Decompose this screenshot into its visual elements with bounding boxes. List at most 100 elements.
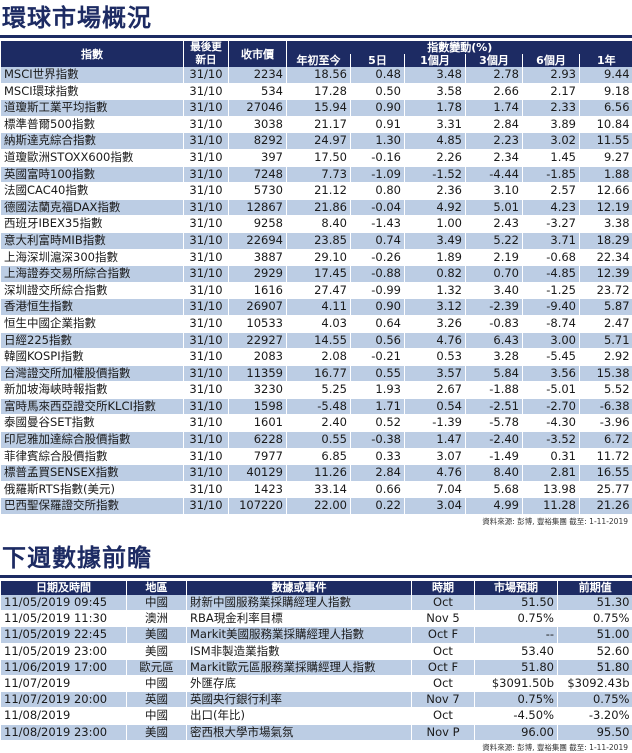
change-m1: 0.53 <box>405 349 466 366</box>
index-name: 上海深圳滬深300指數 <box>1 249 184 266</box>
change-y1: 3.38 <box>580 216 632 233</box>
event-previous: 51.80 <box>558 659 632 675</box>
event-period: Oct <box>412 708 475 724</box>
update-date: 31/10 <box>184 315 229 332</box>
change-m1: 3.48 <box>405 67 466 83</box>
change-m3: 2.23 <box>466 133 523 150</box>
change-m6: -4.30 <box>523 415 580 432</box>
change-m6: 2.17 <box>523 83 580 100</box>
close-price: 3887 <box>229 249 287 266</box>
close-price: 7977 <box>229 448 287 465</box>
close-price: 5730 <box>229 183 287 200</box>
update-date: 31/10 <box>184 166 229 183</box>
change-d5: -0.38 <box>351 432 405 449</box>
change-y1: 18.29 <box>580 232 632 249</box>
event-datetime: 11/05/2019 09:45 <box>1 595 127 611</box>
close-price: 2929 <box>229 266 287 283</box>
index-name: 俄羅斯RTS指數(美元) <box>1 481 184 498</box>
event-datetime: 11/05/2019 22:45 <box>1 627 127 643</box>
index-name: 上海證券交易所綜合指數 <box>1 266 184 283</box>
change-m3: 5.22 <box>466 232 523 249</box>
change-y1: 11.72 <box>580 448 632 465</box>
change-ytd: 14.55 <box>287 332 351 349</box>
change-d5: 0.91 <box>351 116 405 133</box>
event-period: Nov 7 <box>412 692 475 708</box>
close-price: 27046 <box>229 100 287 117</box>
change-m6: -9.40 <box>523 299 580 316</box>
change-y1: 12.19 <box>580 199 632 216</box>
event-region: 美國 <box>127 627 187 643</box>
change-m3: 5.01 <box>466 199 523 216</box>
close-price: 7248 <box>229 166 287 183</box>
change-m1: 2.67 <box>405 382 466 399</box>
event-name: 外匯存底 <box>187 676 412 692</box>
index-name: 西班牙IBEX35指數 <box>1 216 184 233</box>
close-price: 9258 <box>229 216 287 233</box>
close-price: 1423 <box>229 481 287 498</box>
change-m3: 2.34 <box>466 149 523 166</box>
change-d5: 0.52 <box>351 415 405 432</box>
event-datetime: 11/08/2019 23:00 <box>1 724 127 740</box>
change-d5: -1.09 <box>351 166 405 183</box>
change-m1: 4.76 <box>405 332 466 349</box>
event-region: 歐元區 <box>127 659 187 675</box>
update-date: 31/10 <box>184 332 229 349</box>
event-name: 出口(年比) <box>187 708 412 724</box>
header-previous: 前期值 <box>558 581 632 595</box>
change-y1: 2.92 <box>580 349 632 366</box>
change-d5: 0.22 <box>351 498 405 515</box>
close-price: 40129 <box>229 465 287 482</box>
update-date: 31/10 <box>184 465 229 482</box>
change-ytd: 27.47 <box>287 282 351 299</box>
change-m6: 0.31 <box>523 448 580 465</box>
close-price: 3038 <box>229 116 287 133</box>
change-m1: 1.47 <box>405 432 466 449</box>
change-ytd: 15.94 <box>287 100 351 117</box>
change-m1: -1.52 <box>405 166 466 183</box>
change-y1: 2.47 <box>580 315 632 332</box>
update-date: 31/10 <box>184 299 229 316</box>
header-period: 1個月 <box>405 54 466 67</box>
change-m1: 1.32 <box>405 282 466 299</box>
header-period: 1年 <box>580 54 632 67</box>
index-name: MSCI環球指數 <box>1 83 184 100</box>
change-ytd: 21.17 <box>287 116 351 133</box>
change-m1: 2.36 <box>405 183 466 200</box>
close-price: 8292 <box>229 133 287 150</box>
change-m6: -4.85 <box>523 266 580 283</box>
change-m6: -1.85 <box>523 166 580 183</box>
change-m6: -1.25 <box>523 282 580 299</box>
index-name: 深圳證交所綜合指數 <box>1 282 184 299</box>
change-d5: 0.55 <box>351 365 405 382</box>
change-m6: 4.23 <box>523 199 580 216</box>
change-ytd: 11.26 <box>287 465 351 482</box>
index-name: 標準普爾500指數 <box>1 116 184 133</box>
event-region: 美國 <box>127 643 187 659</box>
index-name: 道瓊斯工業平均指數 <box>1 100 184 117</box>
event-datetime: 11/05/2019 11:30 <box>1 611 127 627</box>
index-name: 富時馬來西亞證交所KLCI指數 <box>1 398 184 415</box>
change-d5: -0.04 <box>351 199 405 216</box>
change-d5: 0.66 <box>351 481 405 498</box>
change-m1: 4.76 <box>405 465 466 482</box>
event-datetime: 11/07/2019 <box>1 676 127 692</box>
change-y1: 6.56 <box>580 100 632 117</box>
event-forecast: $3091.50b <box>475 676 558 692</box>
event-datetime: 11/08/2019 <box>1 708 127 724</box>
close-price: 397 <box>229 149 287 166</box>
event-region: 中國 <box>127 595 187 611</box>
events-section-title: 下週數據前瞻 <box>0 543 632 573</box>
header-index: 指數 <box>1 41 184 67</box>
change-m6: -5.01 <box>523 382 580 399</box>
